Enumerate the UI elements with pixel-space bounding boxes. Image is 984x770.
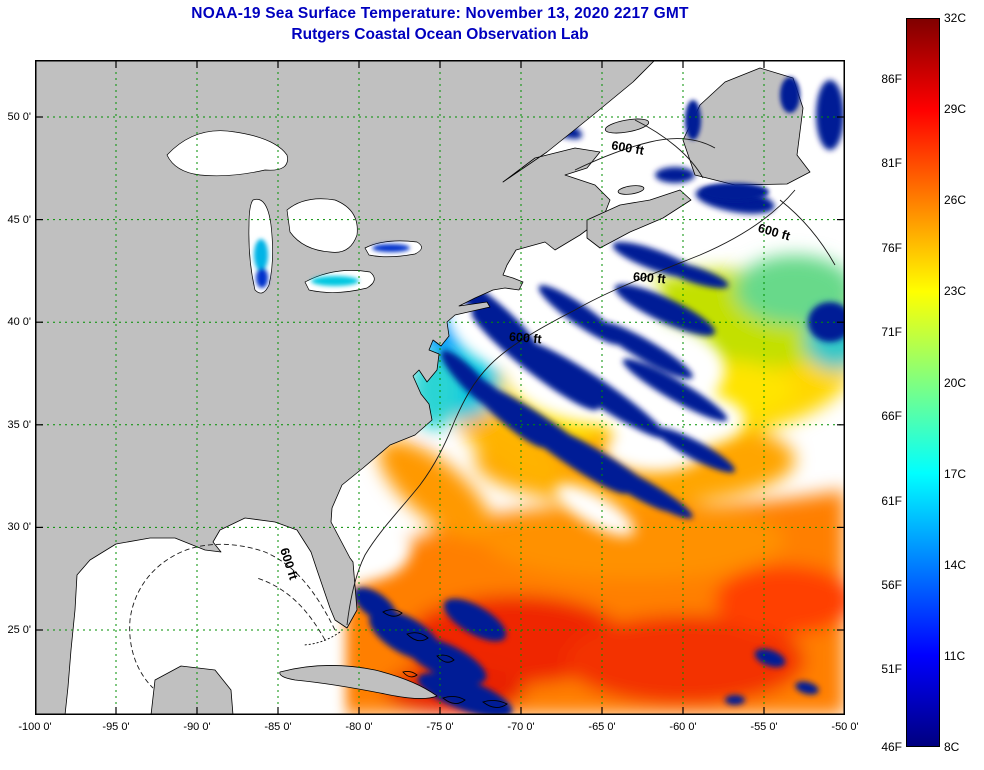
yucatan [150, 665, 234, 715]
colorbar-label-celsius: 20C [944, 375, 967, 390]
colorbar-label-celsius: 8C [944, 740, 960, 754]
colorbar-label-celsius: 23C [944, 284, 967, 299]
map-frame [35, 60, 845, 715]
x-axis-label: -65 0' [588, 721, 616, 733]
x-axis-label: -70 0' [507, 721, 535, 733]
land [35, 60, 811, 715]
y-axis-label: 25 0' [7, 624, 31, 636]
map-svg: 600 ft 600 ft 600 ft 600 ft 600 ft [35, 60, 845, 715]
y-axis-label: 30 0' [7, 521, 31, 534]
colorbar-label-fahrenheit: 61F [881, 493, 902, 508]
cuba [279, 665, 438, 699]
anticosti-island [604, 118, 650, 134]
page-title: NOAA-19 Sea Surface Temperature: Novembe… [191, 5, 689, 22]
lake-huron [286, 198, 358, 253]
lake-superior [166, 130, 288, 177]
lake-sst-patches [254, 239, 410, 288]
colorbar-label-celsius: 14C [944, 557, 967, 572]
x-axis-label: -80 0' [345, 721, 373, 733]
newfoundland-cold-water [685, 77, 800, 201]
x-axis-label: -55 0' [750, 721, 778, 733]
x-axis-label: -90 0' [183, 721, 211, 733]
colorbar [906, 18, 940, 747]
contour-label-mid-atlantic: 600 ft [508, 330, 543, 347]
colorbar-label-fahrenheit: 76F [881, 240, 902, 255]
contour-label-scotian-shelf: 600 ft [632, 270, 667, 287]
y-axis-label: 40 0' [7, 316, 31, 329]
depth-contours [129, 119, 836, 689]
colorbar-label-fahrenheit: 86F [881, 71, 902, 86]
great-lakes [166, 130, 422, 294]
colorbar-label-fahrenheit: 46F [881, 740, 902, 754]
cold-cloud-streaks [353, 80, 845, 715]
page-subtitle: Rutgers Coastal Ocean Observation Lab [291, 26, 589, 43]
island-outlines [302, 609, 508, 708]
colorbar-label-fahrenheit: 71F [881, 324, 902, 339]
colorbar-label-celsius: 29C [944, 102, 967, 117]
x-axis-label: -95 0' [102, 721, 130, 733]
y-axis-label: 50 0' [7, 111, 31, 123]
map-area: 600 ft 600 ft 600 ft 600 ft 600 ft [35, 60, 845, 715]
colorbar-label-fahrenheit: 66F [881, 409, 902, 424]
y-axis-label: 45 0' [7, 213, 31, 226]
colorbar-label-fahrenheit: 51F [881, 662, 902, 677]
contour-label-gulf-st-lawrence: 600 ft [610, 138, 645, 158]
x-axis-label: -75 0' [426, 721, 454, 733]
colorbar-label-fahrenheit: 56F [881, 578, 902, 592]
colorbar-label-celsius: 17C [944, 466, 967, 481]
x-axis-label: -60 0' [669, 721, 697, 733]
nova-scotia [586, 189, 692, 249]
colorbar-label-fahrenheit: 81F [881, 156, 902, 171]
colorbar-label-celsius: 11C [944, 648, 966, 663]
colorbar-label-celsius: 26C [944, 193, 967, 208]
x-axis-label: -85 0' [264, 721, 292, 733]
pei-island [617, 185, 645, 195]
x-axis-label: -50 0' [831, 721, 859, 733]
y-axis-label: 35 0' [7, 418, 31, 431]
grid-lines [35, 60, 845, 715]
colorbar-label-celsius: 32C [944, 11, 967, 25]
continent [35, 60, 656, 715]
x-axis-label: -100 0' [18, 721, 52, 733]
